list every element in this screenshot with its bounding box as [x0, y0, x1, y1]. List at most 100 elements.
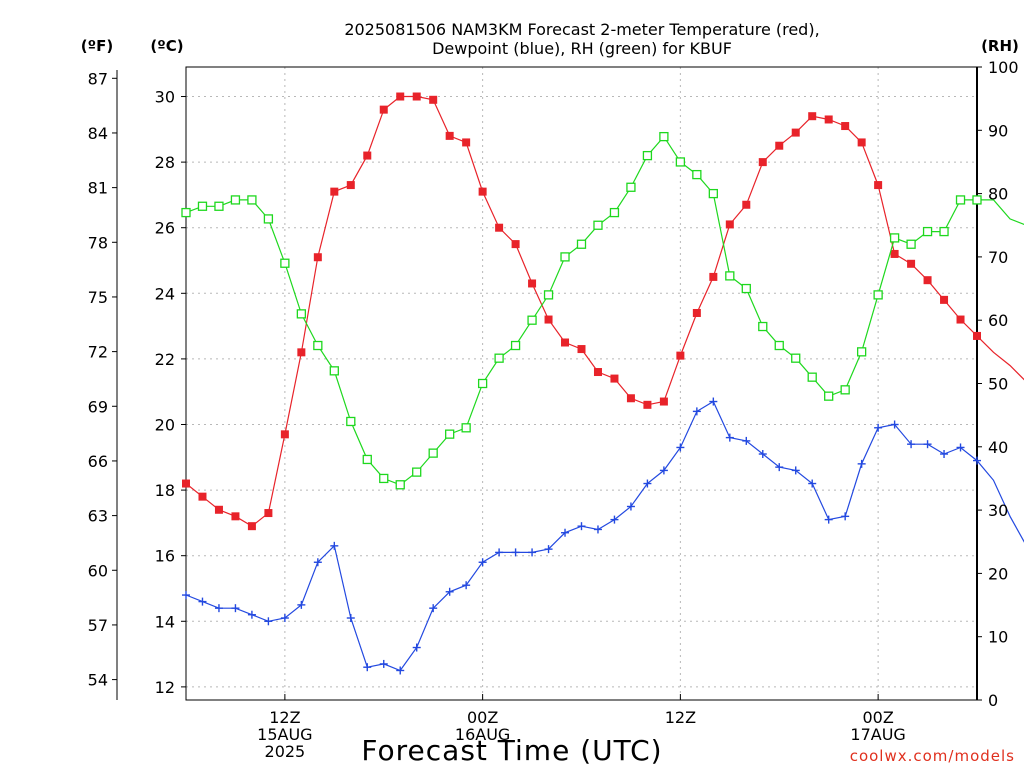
point-rh: [313, 340, 323, 351]
x-tick-label: 15AUG: [257, 725, 312, 744]
point-rh: [642, 150, 653, 161]
f-tick-label: 78: [88, 233, 108, 252]
point-dewpoint: [725, 433, 734, 442]
point-temperature: [511, 240, 520, 249]
point-rh: [247, 195, 257, 205]
rh-tick-label: 10: [988, 628, 1008, 647]
point-rh: [181, 207, 191, 218]
f-tick-label: 81: [88, 179, 108, 198]
point-rh: [922, 226, 933, 237]
point-rh: [675, 157, 686, 167]
point-rh: [296, 309, 307, 319]
unit-label-rh: (RH): [981, 37, 1019, 55]
point-rh: [939, 226, 949, 237]
point-dewpoint: [462, 581, 471, 590]
point-dewpoint: [626, 502, 635, 511]
credit-text: coolwx.com/models: [850, 747, 1015, 765]
point-temperature: [247, 522, 256, 531]
point-dewpoint: [379, 659, 388, 668]
f-tick-label: 72: [88, 343, 108, 362]
point-dewpoint: [313, 558, 322, 567]
point-temperature: [890, 249, 899, 258]
point-dewpoint: [297, 600, 306, 609]
x-tick-label: 16AUG: [455, 725, 510, 744]
series-line-dewpoint: [185, 400, 1024, 672]
point-dewpoint: [247, 610, 256, 619]
point-temperature: [758, 158, 767, 167]
point-temperature: [874, 181, 883, 190]
x-tick-label: 12Z: [269, 708, 300, 727]
point-dewpoint: [528, 548, 537, 557]
point-temperature: [923, 276, 932, 285]
series-rh: [181, 131, 1024, 490]
c-tick-label: 18: [155, 481, 175, 500]
point-rh: [412, 467, 422, 477]
point-dewpoint: [593, 525, 602, 534]
c-tick-label: 22: [155, 350, 175, 369]
point-rh: [543, 290, 554, 300]
point-rh: [774, 340, 784, 351]
f-tick-label: 69: [88, 397, 108, 416]
point-dewpoint: [643, 479, 652, 488]
f-tick-label: 75: [88, 288, 108, 307]
unit-label-c: (ºC): [150, 37, 183, 55]
x-tick-label: 17AUG: [850, 725, 905, 744]
point-rh: [527, 315, 537, 325]
point-rh: [626, 182, 636, 192]
point-rh: [230, 195, 241, 205]
point-dewpoint: [791, 466, 800, 475]
point-temperature: [379, 105, 388, 114]
x-tick-label: 00Z: [862, 708, 893, 727]
point-rh: [197, 201, 208, 211]
point-temperature: [478, 187, 487, 196]
point-dewpoint: [692, 407, 701, 416]
point-temperature: [626, 394, 635, 403]
series-temperature: [182, 92, 1024, 531]
point-dewpoint: [511, 548, 520, 557]
x-axis-title: Forecast Time (UTC): [361, 734, 662, 767]
point-rh: [972, 195, 982, 205]
point-temperature: [330, 187, 339, 196]
series-dewpoint: [182, 397, 1024, 675]
point-rh: [395, 480, 405, 490]
c-tick-label: 14: [155, 612, 175, 631]
point-temperature: [857, 138, 866, 147]
point-temperature: [280, 430, 289, 439]
point-dewpoint: [264, 617, 273, 626]
point-rh: [428, 448, 438, 458]
point-dewpoint: [841, 512, 850, 521]
point-rh: [659, 131, 669, 142]
point-rh: [593, 220, 603, 230]
axes: [112, 66, 982, 701]
point-dewpoint: [231, 604, 240, 613]
f-tick-label: 60: [88, 561, 108, 580]
f-tick-label: 63: [88, 507, 108, 526]
f-tick-label: 66: [88, 452, 108, 471]
rh-tick-label: 20: [988, 564, 1008, 583]
point-dewpoint: [182, 591, 190, 600]
point-rh: [510, 340, 521, 351]
point-rh: [725, 271, 735, 281]
point-dewpoint: [396, 666, 405, 675]
point-temperature: [659, 397, 668, 406]
point-temperature: [346, 181, 355, 190]
point-rh: [873, 290, 883, 300]
rh-tick-label: 70: [988, 248, 1008, 267]
point-temperature: [214, 505, 223, 514]
point-temperature: [495, 223, 504, 232]
chart-title-line: Dewpoint (blue), RH (green) for KBUF: [432, 39, 732, 58]
point-dewpoint: [346, 614, 355, 623]
point-temperature: [412, 92, 421, 101]
point-temperature: [692, 308, 701, 317]
point-rh: [609, 207, 620, 218]
point-dewpoint: [742, 436, 751, 445]
point-dewpoint: [709, 397, 718, 406]
point-temperature: [610, 374, 619, 383]
point-rh: [346, 416, 356, 427]
point-dewpoint: [330, 541, 339, 550]
point-temperature: [956, 315, 965, 324]
rh-tick-label: 100: [988, 58, 1019, 77]
rh-tick-label: 80: [988, 185, 1008, 204]
point-temperature: [198, 492, 207, 501]
